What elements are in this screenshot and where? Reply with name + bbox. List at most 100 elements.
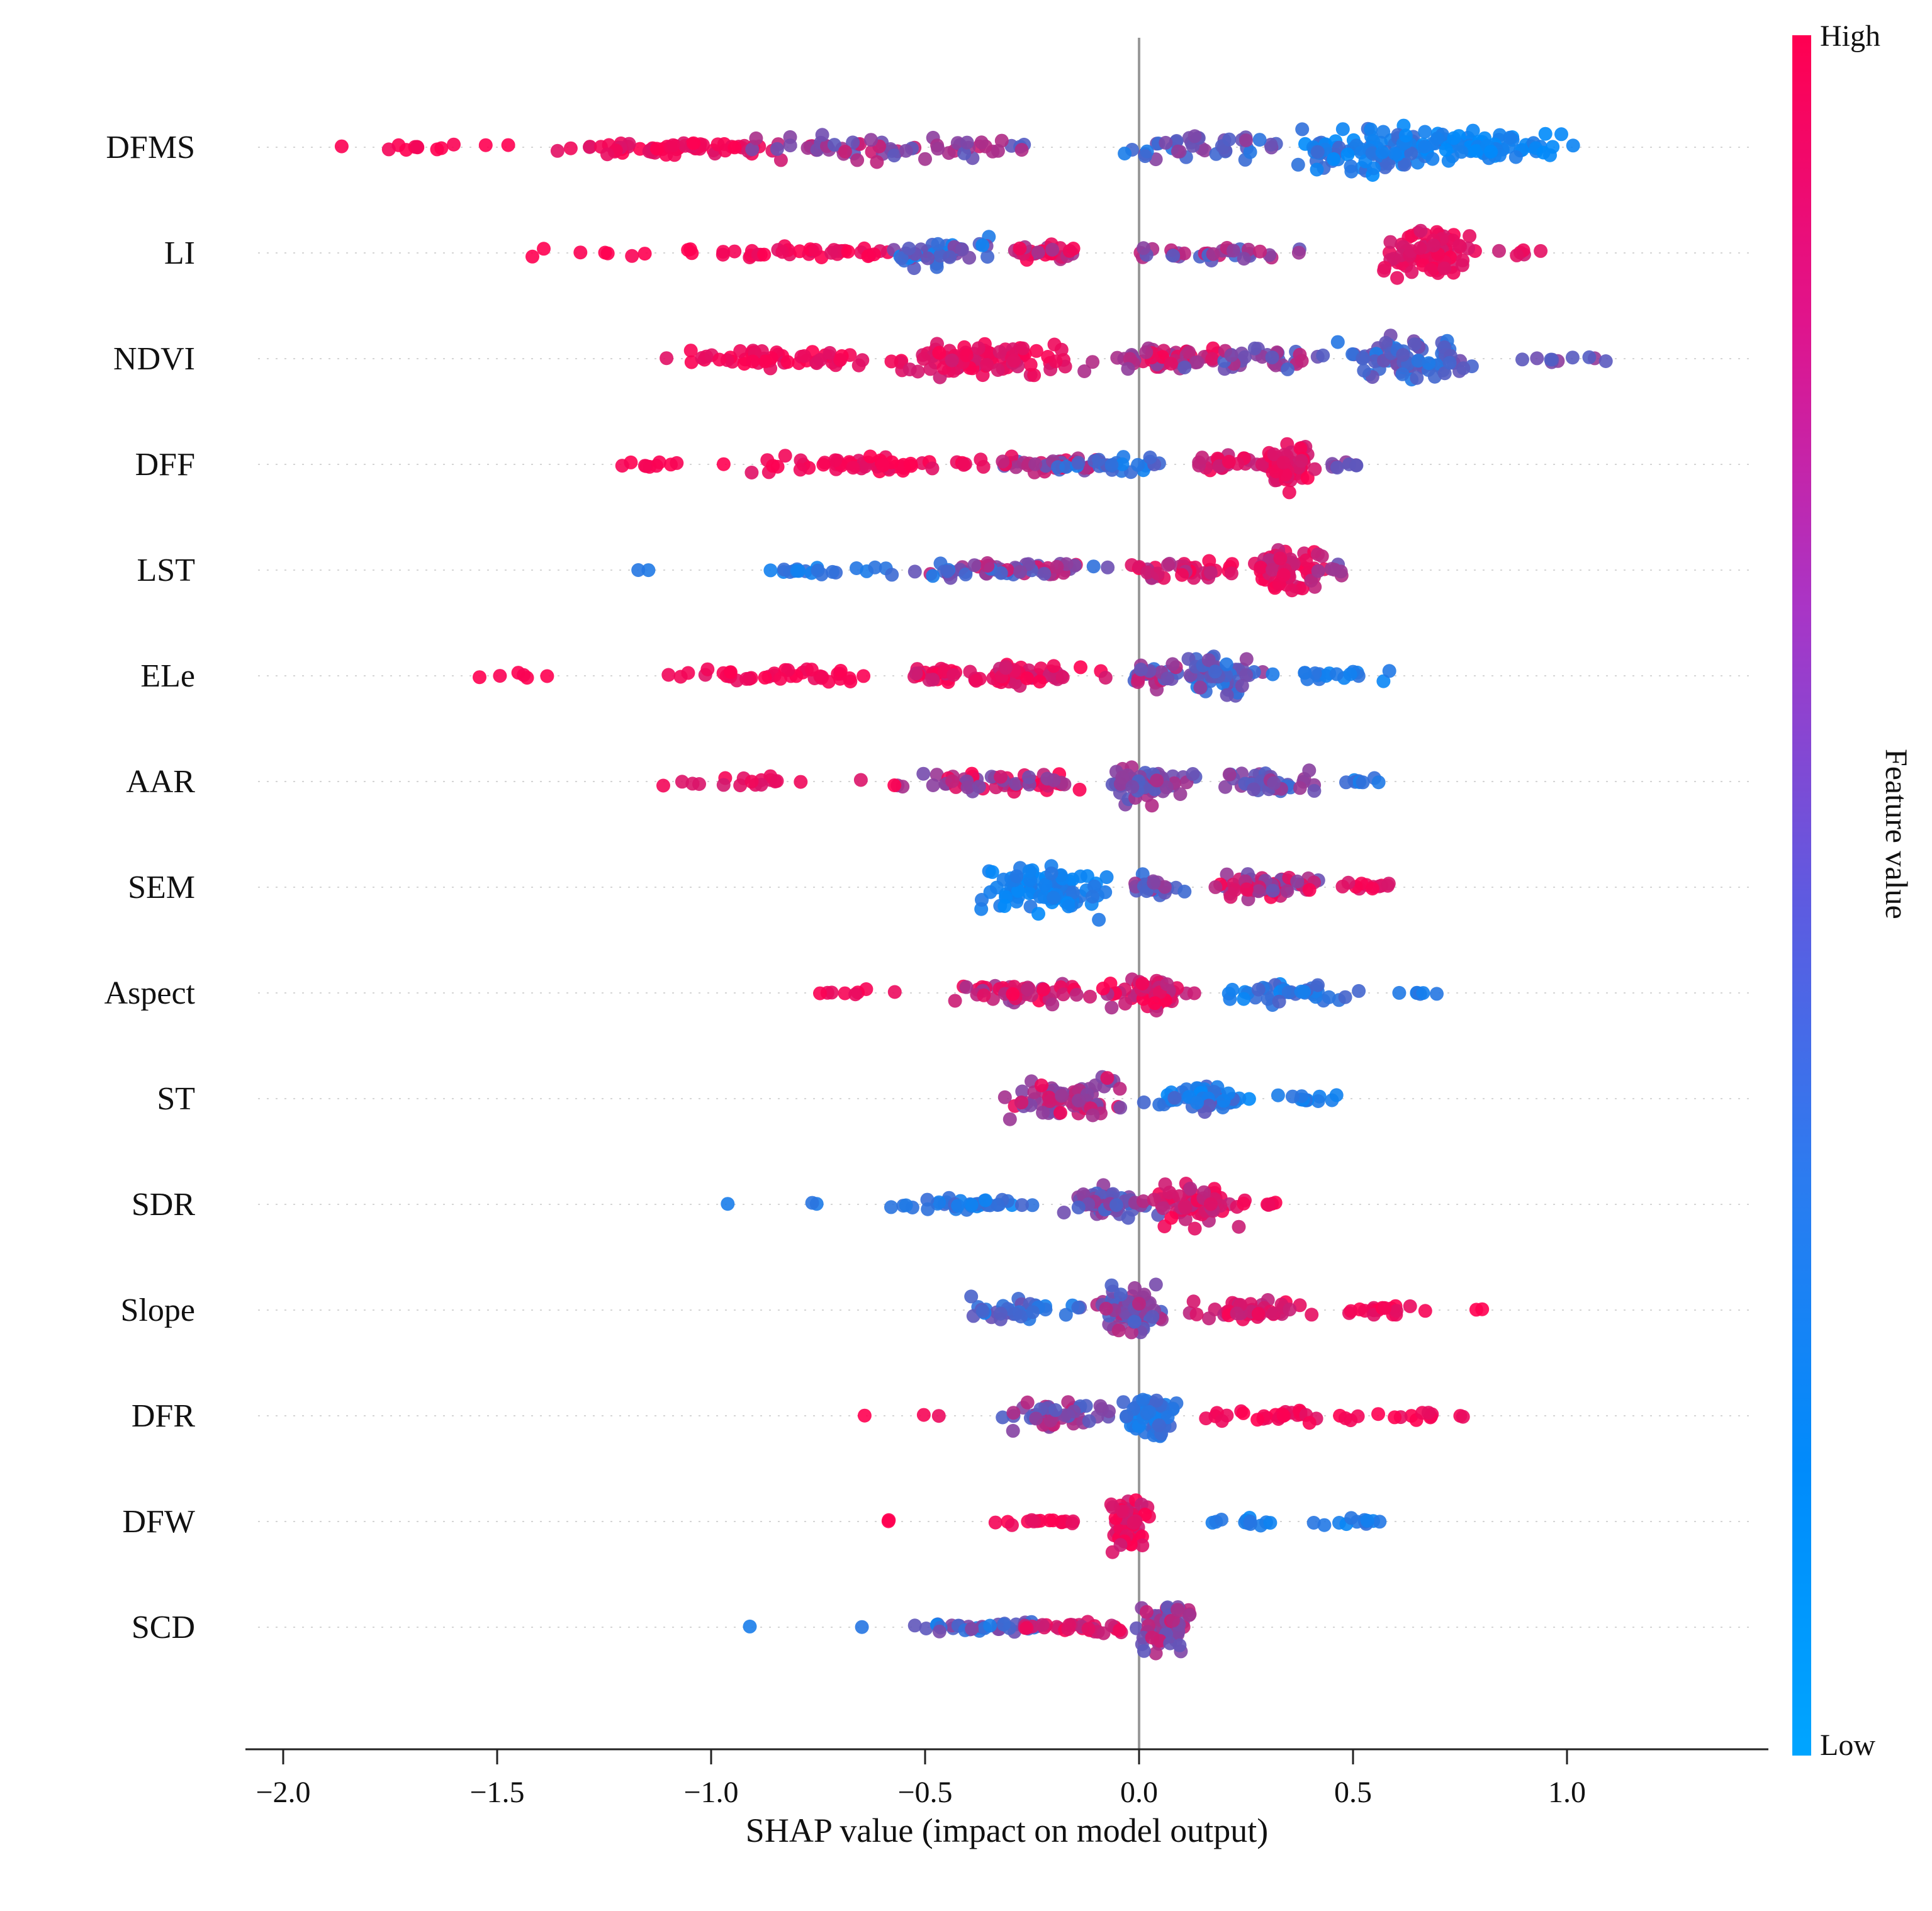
data-point <box>1220 867 1234 882</box>
data-point <box>1305 1308 1319 1322</box>
data-point <box>745 142 760 157</box>
data-point <box>1386 252 1401 266</box>
data-point <box>727 140 742 155</box>
data-point <box>1311 564 1325 578</box>
data-point <box>1126 1402 1141 1416</box>
data-point <box>1133 663 1148 676</box>
data-point <box>685 776 700 791</box>
data-point <box>1074 660 1087 675</box>
data-point <box>991 143 1005 158</box>
data-point <box>1172 1189 1186 1203</box>
data-point <box>1291 245 1306 260</box>
data-point <box>1115 457 1130 471</box>
data-point <box>1335 879 1350 894</box>
data-point <box>1104 1278 1119 1292</box>
data-point <box>870 155 884 169</box>
data-point <box>381 142 396 157</box>
data-point <box>945 774 960 788</box>
data-point <box>1294 454 1308 468</box>
data-point <box>1190 1096 1205 1110</box>
data-point <box>1014 1096 1029 1109</box>
data-point <box>811 563 825 578</box>
data-point <box>1065 872 1080 887</box>
data-point <box>1008 1307 1023 1321</box>
data-point <box>473 670 486 685</box>
data-point <box>1118 997 1132 1011</box>
data-point <box>1311 978 1325 992</box>
data-point <box>1484 145 1498 159</box>
data-point <box>833 664 848 678</box>
data-point <box>1188 129 1202 143</box>
x-tick-label: 0.0 <box>1120 1776 1158 1809</box>
feature-label-DFF: DFF <box>135 447 195 483</box>
data-point <box>656 778 670 793</box>
data-point <box>1203 1197 1218 1211</box>
data-point <box>1115 770 1130 785</box>
beeswarm-row-ST <box>997 1070 1344 1126</box>
data-point <box>1223 890 1238 904</box>
data-point <box>1148 996 1162 1011</box>
data-point <box>1351 1409 1365 1423</box>
data-point <box>1062 1618 1077 1632</box>
data-point <box>994 1306 1008 1321</box>
data-point <box>794 775 808 789</box>
data-point <box>1308 462 1322 476</box>
data-point <box>1142 1404 1157 1419</box>
data-point <box>1077 364 1092 378</box>
data-point <box>1028 457 1043 471</box>
data-point <box>550 143 564 158</box>
data-point <box>1327 152 1341 166</box>
data-point <box>1218 143 1233 158</box>
data-point <box>1182 345 1196 359</box>
data-point <box>1422 356 1436 371</box>
data-point <box>1237 252 1251 266</box>
data-point <box>1390 271 1405 285</box>
feature-label-DFMS: DFMS <box>106 130 195 165</box>
data-point <box>1177 361 1192 374</box>
data-point <box>773 153 788 167</box>
data-point <box>1418 1304 1432 1318</box>
data-point <box>1508 150 1523 164</box>
data-point <box>1306 1516 1321 1530</box>
data-point <box>1222 767 1237 782</box>
data-point <box>948 994 962 1008</box>
data-point <box>1093 1399 1108 1413</box>
data-point <box>846 461 860 475</box>
data-point <box>710 137 725 152</box>
data-point <box>1253 244 1267 259</box>
data-point <box>1173 787 1188 801</box>
data-point <box>716 457 731 471</box>
data-point <box>1360 1513 1374 1528</box>
data-point <box>960 135 974 150</box>
data-point <box>1165 657 1180 671</box>
data-point <box>1057 1206 1071 1219</box>
data-point <box>1006 1406 1021 1420</box>
data-point <box>1166 1613 1180 1628</box>
data-point <box>757 247 772 262</box>
data-point <box>1469 1303 1483 1317</box>
data-point <box>1147 1192 1161 1207</box>
data-point <box>1534 244 1548 258</box>
data-point <box>1137 1095 1151 1109</box>
data-point <box>721 1197 735 1211</box>
data-point <box>1407 337 1422 352</box>
data-point <box>1116 1505 1130 1518</box>
data-point <box>1022 770 1036 785</box>
data-point <box>957 146 972 160</box>
data-point <box>1398 128 1413 143</box>
data-point <box>649 142 664 156</box>
data-point <box>857 1408 872 1423</box>
data-point <box>1138 149 1152 164</box>
data-point <box>1344 1511 1359 1525</box>
data-point <box>1199 1411 1213 1426</box>
data-point <box>1053 1106 1067 1120</box>
data-point <box>1111 1323 1126 1338</box>
data-point <box>999 661 1013 675</box>
data-point <box>926 778 940 792</box>
data-point <box>1055 670 1070 685</box>
data-point <box>1247 341 1262 356</box>
data-point <box>775 245 790 259</box>
data-point <box>1425 152 1440 166</box>
data-point <box>1302 1416 1317 1430</box>
data-point <box>940 564 955 578</box>
